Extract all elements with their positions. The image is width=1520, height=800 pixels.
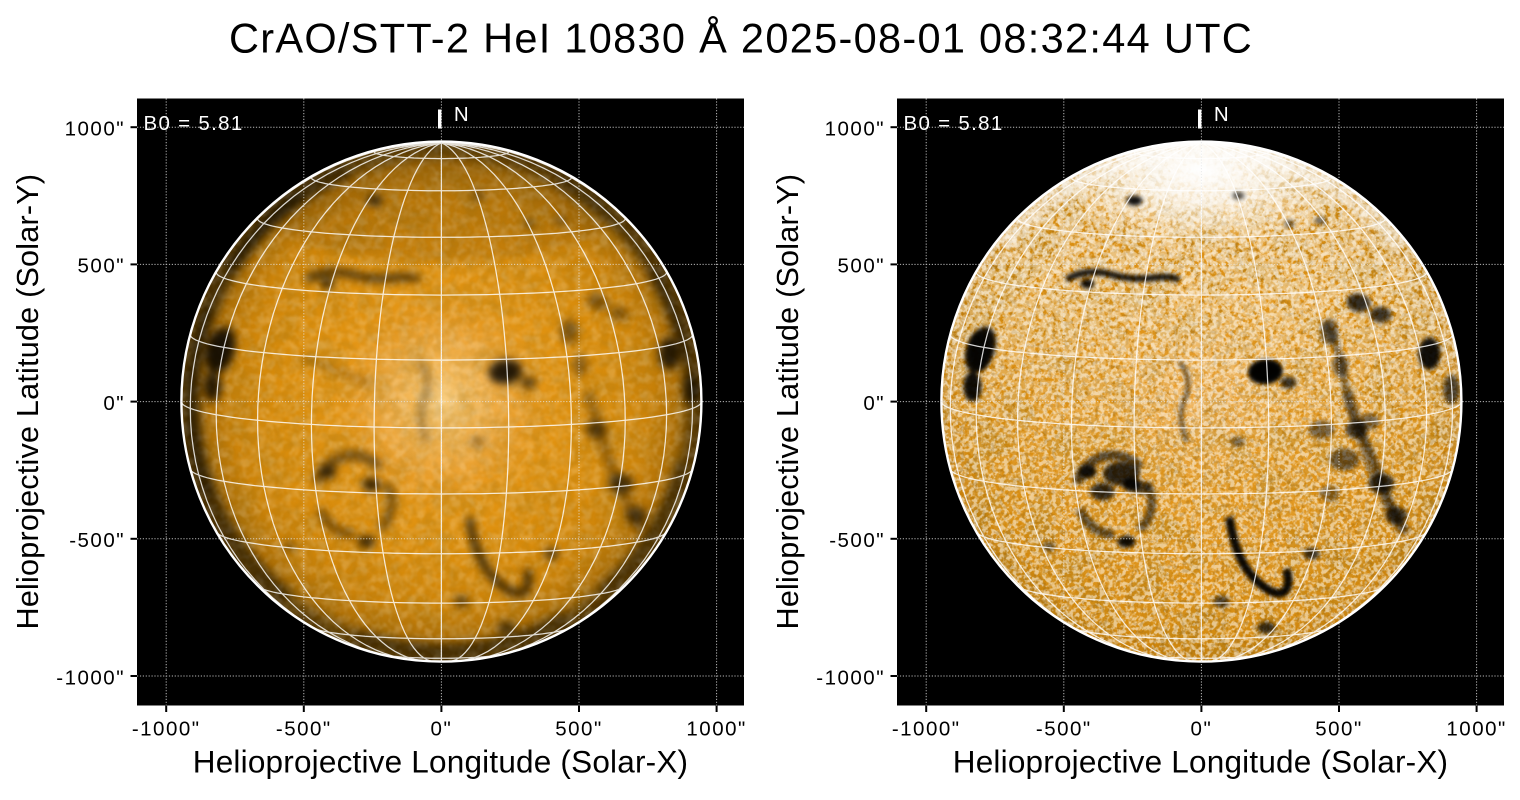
svg-text:0": 0": [863, 392, 885, 415]
svg-text:1000": 1000": [65, 118, 125, 141]
svg-text:-1000": -1000": [892, 718, 961, 741]
svg-text:Helioprojective Longitude (Sol: Helioprojective Longitude (Solar-X): [953, 744, 1449, 780]
svg-text:-500": -500": [276, 718, 332, 741]
svg-text:N: N: [1214, 103, 1229, 126]
svg-text:500": 500": [838, 255, 885, 278]
svg-text:Helioprojective Latitude (Sola: Helioprojective Latitude (Solar-Y): [11, 174, 45, 630]
svg-text:0": 0": [431, 718, 453, 741]
svg-text:-1000": -1000": [132, 718, 201, 741]
svg-text:-500": -500": [69, 529, 125, 552]
svg-text:0": 0": [103, 392, 125, 415]
svg-text:1000": 1000": [1446, 718, 1506, 741]
svg-text:1000": 1000": [825, 118, 885, 141]
svg-text:N: N: [454, 103, 469, 126]
svg-text:500": 500": [78, 255, 125, 278]
svg-text:-1000": -1000": [816, 666, 885, 689]
svg-text:500": 500": [555, 718, 602, 741]
svg-text:-500": -500": [1036, 718, 1092, 741]
svg-text:1000": 1000": [686, 718, 746, 741]
svg-text:-1000": -1000": [56, 666, 125, 689]
svg-text:-500": -500": [829, 529, 885, 552]
svg-text:0": 0": [1191, 718, 1213, 741]
svg-text:500": 500": [1315, 718, 1362, 741]
svg-text:B0 = 5.81: B0 = 5.81: [904, 112, 1004, 135]
svg-text:CrAO/STT-2 HeI 10830 Å 2025-08: CrAO/STT-2 HeI 10830 Å 2025-08-01 08:32:…: [229, 15, 1253, 62]
svg-text:Helioprojective Longitude (Sol: Helioprojective Longitude (Solar-X): [193, 744, 689, 780]
svg-text:B0 = 5.81: B0 = 5.81: [144, 112, 244, 135]
svg-text:Helioprojective Latitude (Sola: Helioprojective Latitude (Solar-Y): [771, 174, 805, 630]
